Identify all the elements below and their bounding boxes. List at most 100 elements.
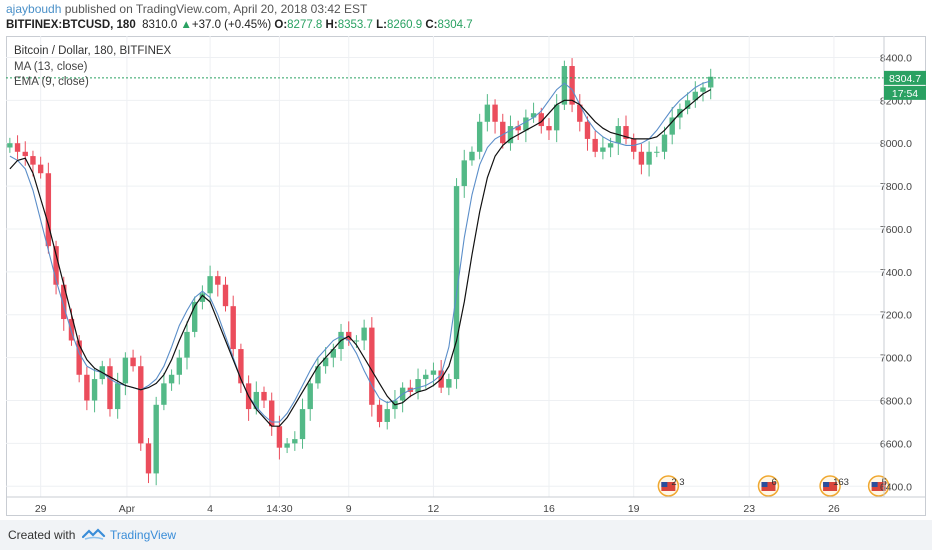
candle-body	[553, 104, 560, 131]
candle-body	[492, 104, 498, 122]
candle-body	[176, 357, 182, 375]
candle-body	[700, 87, 706, 92]
x-tick-label: 26	[828, 503, 840, 515]
candle-body	[45, 173, 52, 247]
candle-body	[199, 293, 206, 302]
flag-icon	[823, 482, 838, 491]
candle-body	[76, 340, 82, 375]
publish-info: published on TradingView.com, April 20, …	[61, 2, 368, 16]
event-marker[interactable]: 6	[757, 475, 780, 497]
candle-body	[546, 126, 552, 131]
flag-icon-canton	[871, 482, 878, 487]
candle-body	[30, 156, 36, 165]
candle-body	[61, 284, 67, 320]
chart-legend: Bitcoin / Dollar, 180, BITFINEX MA (13, …	[14, 44, 171, 91]
price-chart[interactable]: 2 361635 6400.06600.06800.07000.07200.07…	[6, 36, 926, 516]
open-label: O:	[274, 19, 288, 31]
flag-icon	[761, 482, 776, 491]
candle-body	[607, 143, 614, 148]
created-with-text: Created with	[8, 528, 76, 542]
up-arrow-icon: ▲	[180, 19, 192, 31]
flag-icon-canton	[761, 482, 768, 487]
y-tick-label: 7200.0	[880, 310, 912, 322]
x-tick-label: 14:30	[266, 503, 292, 515]
chart-border	[6, 36, 926, 516]
candle-body	[577, 104, 583, 122]
candle-body	[515, 126, 521, 131]
candle-body	[484, 104, 491, 122]
countdown-badge: 17:54	[884, 85, 926, 100]
candle-body	[22, 151, 28, 157]
candle-body	[623, 126, 629, 139]
candle-body	[145, 443, 152, 474]
candle-body	[222, 284, 229, 307]
tradingview-brand[interactable]: TradingView	[110, 528, 177, 542]
event-marker-label: 163	[833, 477, 849, 488]
high-value: 8353.7	[337, 19, 373, 31]
ma-line	[9, 89, 711, 427]
candle-body	[330, 349, 337, 358]
candle-body	[538, 113, 544, 127]
x-tick-label: 29	[35, 503, 47, 515]
countdown-badge-text: 17:54	[892, 88, 918, 100]
x-tick-label: 12	[428, 503, 440, 515]
candle-body	[168, 374, 175, 384]
candle-body	[361, 327, 367, 341]
candle-body	[276, 426, 283, 448]
y-tick-label: 8000.0	[880, 138, 912, 150]
flag-icon-canton	[823, 482, 830, 487]
price-axis[interactable]: 6400.0 6600.0 6800.0 7000.0 7200.0 7400.0 7600…	[880, 52, 912, 493]
candle-body	[138, 366, 144, 444]
candle-body	[684, 100, 691, 109]
candle-body	[114, 383, 121, 410]
event-marker[interactable]: 2 3	[657, 475, 685, 497]
x-tick-label: Apr	[119, 503, 136, 515]
x-tick-label: 9	[346, 503, 352, 515]
candle-body	[130, 357, 136, 367]
candle-body	[122, 357, 129, 384]
candle-body	[646, 151, 652, 165]
candle-body	[7, 143, 13, 148]
candle-body	[322, 357, 329, 367]
last-price-badge: 8304.7	[884, 70, 926, 85]
close-value: 8304.7	[437, 19, 473, 31]
y-tick-label: 8400.0	[880, 52, 912, 64]
time-axis[interactable]: 29 Apr 4 14:30 9 12 16 19 23 26	[35, 503, 840, 515]
candle-body	[153, 404, 159, 474]
flag-icon	[661, 482, 676, 491]
candle-body	[284, 443, 290, 448]
candle-body	[14, 143, 21, 152]
candle-body	[384, 409, 390, 422]
candle-body	[107, 366, 113, 410]
footer-bar: Created with TradingView	[0, 520, 932, 550]
candle-body	[500, 121, 506, 144]
grid-lines	[6, 36, 884, 497]
candle-body	[430, 370, 437, 375]
candle-body	[661, 134, 668, 152]
candle-body	[600, 147, 606, 152]
candle-body	[453, 186, 460, 380]
candle-body	[161, 383, 167, 405]
symbol-line: BITFINEX:BTCUSD, 180 8310.0 ▲+37.0 (+0.4…	[6, 19, 473, 31]
candle-body	[37, 164, 44, 174]
x-tick-label: 4	[207, 503, 213, 515]
flag-icon	[871, 482, 886, 491]
low-value: 8260.9	[386, 19, 423, 31]
candle-body	[91, 379, 98, 401]
event-marker-label: 6	[771, 477, 776, 488]
x-tick-label: 16	[543, 503, 555, 515]
event-marker[interactable]: 163	[819, 475, 849, 497]
x-tick-label: 23	[743, 503, 755, 515]
flag-icon-canton	[661, 482, 668, 487]
candle-body	[68, 319, 75, 341]
candle-body	[84, 374, 90, 401]
candle-body	[261, 391, 267, 401]
candle-body	[708, 76, 714, 88]
candle-body	[592, 138, 598, 152]
candle-body	[369, 327, 375, 405]
candle-body	[353, 340, 360, 342]
y-tick-label: 7000.0	[880, 353, 912, 365]
candle-body	[584, 121, 591, 139]
author-link[interactable]: ajayboudh	[6, 2, 62, 16]
candle-body	[669, 117, 675, 135]
